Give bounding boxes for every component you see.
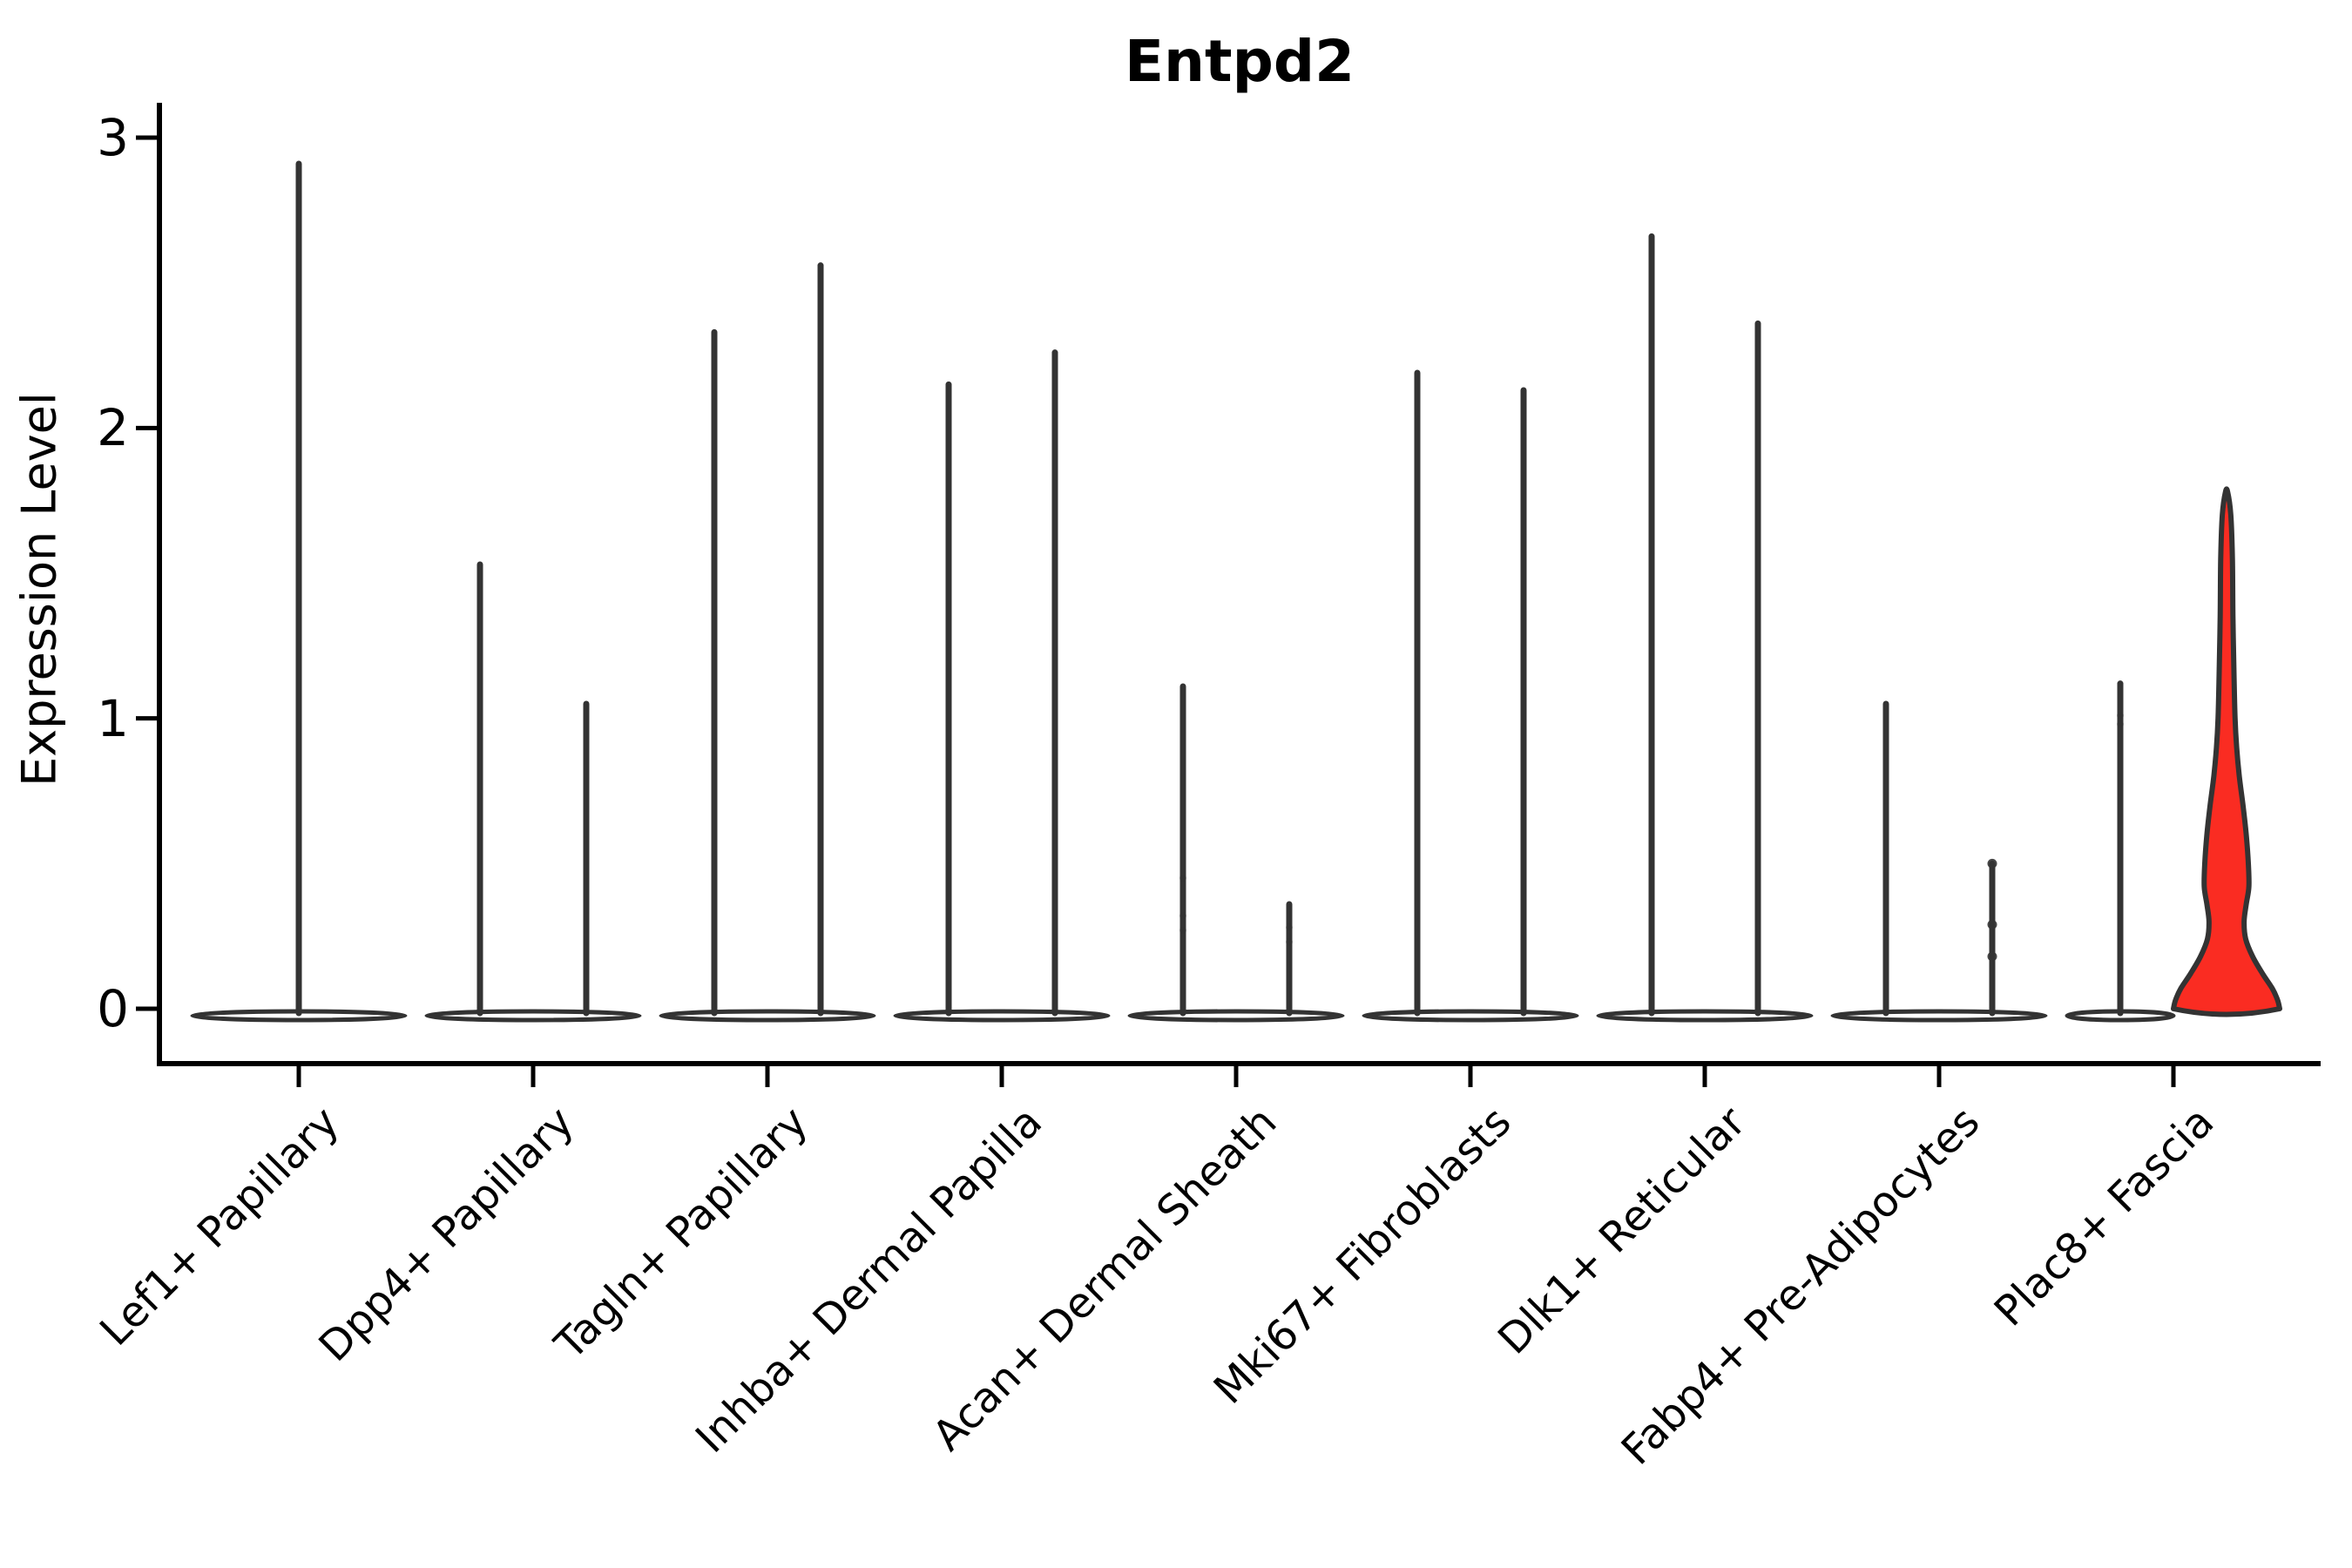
violin-highlight: [2171, 486, 2282, 1017]
jitter-dot-faint: [1179, 912, 1186, 920]
jitter-dot: [1987, 951, 1997, 962]
violin-base: [1830, 1009, 2048, 1023]
violin-base: [893, 1009, 1111, 1023]
y-tick-label-1: 1: [97, 688, 129, 748]
violin-base: [1362, 1009, 1579, 1023]
chart-title: Entpd2: [1124, 28, 1355, 95]
violin-base: [1596, 1009, 1814, 1023]
jitter-dot-faint: [1286, 923, 1293, 931]
jitter-dot: [1987, 919, 1997, 929]
violin-base: [424, 1009, 642, 1023]
y-axis-title: Expression Level: [11, 392, 67, 787]
violin-base: [1127, 1009, 1345, 1023]
jitter-dot-faint: [2117, 712, 2124, 720]
jitter-dot-faint: [1286, 938, 1293, 946]
y-tick-label-3: 3: [97, 108, 129, 167]
y-tick-label-2: 2: [97, 398, 129, 458]
jitter-dot-faint: [1179, 875, 1186, 882]
jitter-dot-faint: [1179, 927, 1186, 935]
jitter-dot: [1987, 858, 1997, 868]
jitter-dot-faint: [2117, 720, 2124, 728]
y-tick-label-0: 0: [97, 979, 129, 1038]
violin-base: [659, 1009, 876, 1023]
